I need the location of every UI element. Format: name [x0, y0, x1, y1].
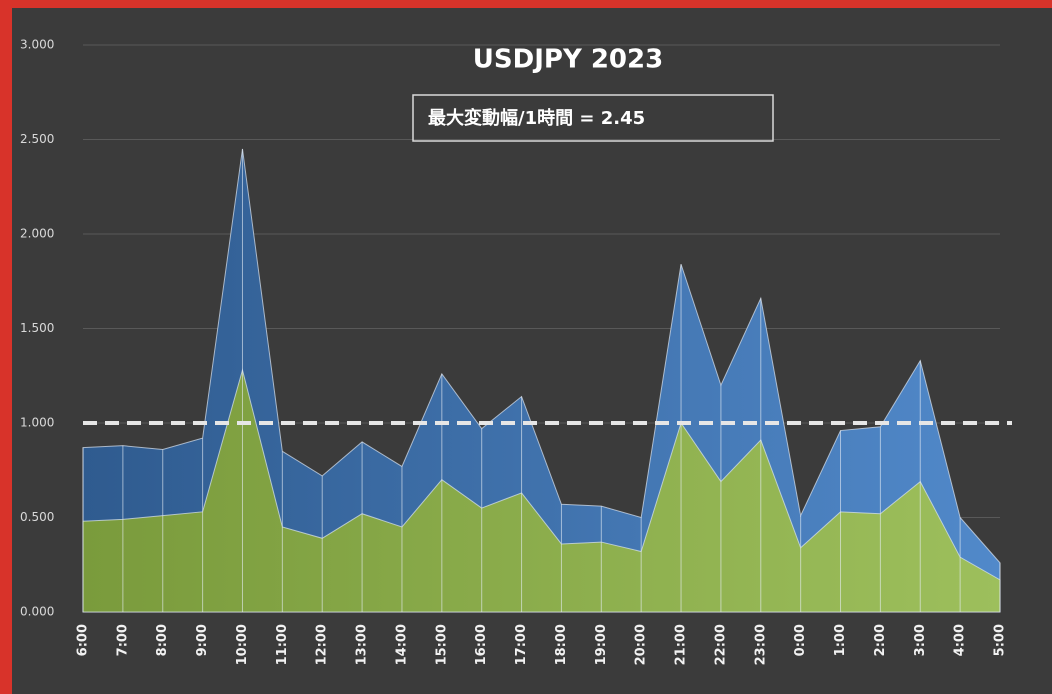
- annotation-box: [412, 94, 774, 142]
- x-tick-label: 4:00: [953, 624, 968, 656]
- y-tick-label: 0.000: [20, 605, 54, 619]
- x-tick-label: 13:00: [355, 624, 370, 665]
- x-tick-label: 22:00: [713, 624, 728, 665]
- x-tick-label: 10:00: [235, 624, 250, 665]
- y-tick-label: 2.000: [20, 227, 54, 241]
- x-tick-label: 20:00: [634, 624, 649, 665]
- x-tick-label: 15:00: [434, 624, 449, 665]
- x-tick-label: 21:00: [674, 624, 689, 665]
- annotation: 最大変動幅/1時間 = 2.45: [428, 107, 645, 129]
- x-tick-label: 17:00: [514, 624, 529, 665]
- x-tick-label: 14:00: [394, 624, 409, 665]
- x-tick-label: 9:00: [195, 624, 210, 656]
- y-tick-label: 0.500: [20, 510, 54, 524]
- y-tick-label: 1.000: [20, 416, 54, 430]
- x-tick-label: 6:00: [76, 624, 91, 656]
- x-tick-label: 0:00: [793, 624, 808, 656]
- y-tick-label: 1.500: [20, 321, 54, 335]
- x-tick-label: 3:00: [913, 624, 928, 656]
- x-tick-label: 23:00: [753, 624, 768, 665]
- chart-title: USDJPY 2023: [473, 45, 663, 75]
- x-tick-label: 7:00: [115, 624, 130, 656]
- x-tick-label: 5:00: [993, 624, 1008, 656]
- y-tick-label: 2.500: [20, 132, 54, 146]
- y-tick-label: 3.000: [20, 38, 54, 52]
- x-tick-label: 11:00: [275, 624, 290, 665]
- x-tick-label: 12:00: [315, 624, 330, 665]
- x-tick-label: 2:00: [873, 624, 888, 656]
- x-tick-label: 19:00: [594, 624, 609, 665]
- x-tick-label: 1:00: [833, 624, 848, 656]
- x-tick-label: 18:00: [554, 624, 569, 665]
- x-tick-label: 8:00: [155, 624, 170, 656]
- x-tick-label: 16:00: [474, 624, 489, 665]
